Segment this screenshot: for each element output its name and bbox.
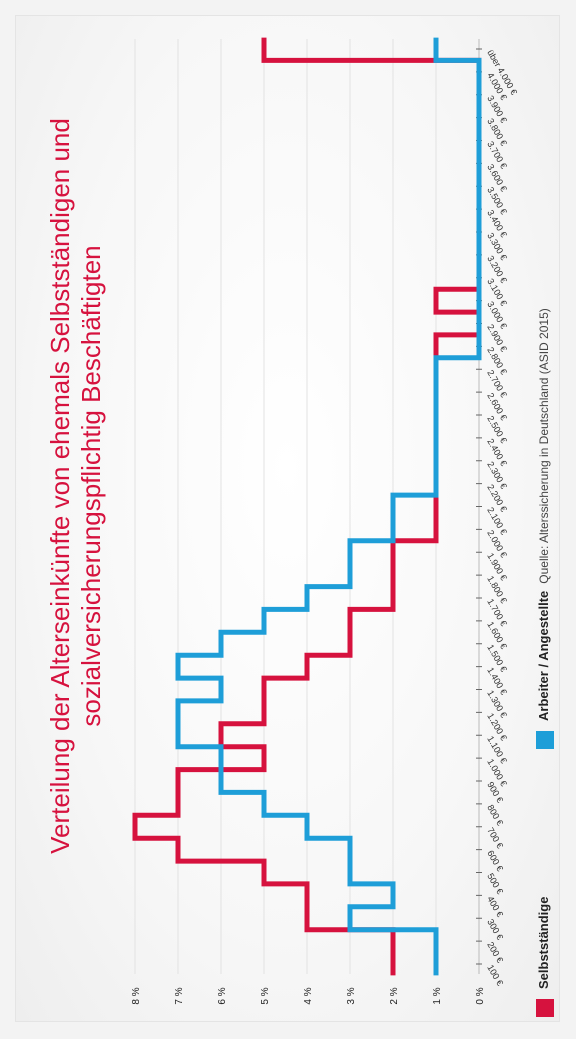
chart-title-line-2: sozialversicherungspflichtig Beschäftigt… (76, 245, 106, 726)
series-lines (132, 37, 482, 976)
x-tick-label: 200 € (485, 940, 505, 965)
y-axis-ticks: 0 % 1 % 2 % 3 % 4 % 5 % 6 % 7 % 8 % (131, 987, 486, 1004)
x-tick-label: 500 € (485, 872, 505, 897)
y-tick-label: 8 % (131, 987, 142, 1004)
x-tick-label: 700 € (485, 826, 505, 851)
y-tick-label: 3 % (346, 987, 357, 1004)
legend-label-arbeiter: Arbeiter / Angestellte (536, 591, 551, 721)
source-note-group: Quelle: Alterssicherung in Deutschland (… (537, 308, 551, 583)
y-tick-label: 0 % (475, 987, 486, 1004)
y-tick-label: 4 % (303, 987, 314, 1004)
grid-lines (134, 39, 480, 974)
chart-title-group: Verteilung der Alterseinkünfte von ehema… (45, 118, 106, 854)
source-note: Quelle: Alterssicherung in Deutschland (… (537, 308, 551, 583)
legend-swatch-arbeiter (536, 731, 554, 749)
line-chart: 0 % 1 % 2 % 3 % 4 % 5 % 6 % 7 % 8 % 100 €200 €30… (45, 37, 554, 1017)
legend-swatch-selbststaendige (536, 999, 554, 1017)
x-tick-label: 800 € (485, 803, 505, 828)
y-tick-label: 2 % (389, 987, 400, 1004)
series-line-arbeiter-angestellte (175, 37, 482, 976)
legend: Selbstständige Arbeiter / Angestellte (536, 591, 554, 1017)
x-tick-label: 400 € (485, 894, 505, 919)
chart-title-line-1: Verteilung der Alterseinkünfte von ehema… (45, 118, 75, 854)
y-tick-label: 5 % (260, 987, 271, 1004)
y-tick-label: 7 % (174, 987, 185, 1004)
chart-card: 0 % 1 % 2 % 3 % 4 % 5 % 6 % 7 % 8 % 100 €200 €30… (15, 15, 560, 1022)
x-tick-label: 600 € (485, 849, 505, 874)
y-tick-label: 6 % (217, 987, 228, 1004)
x-tick-label: 300 € (485, 917, 505, 942)
x-tick-label: 100 € (485, 963, 505, 988)
x-axis-ticks: 100 €200 €300 €400 €500 €600 €700 €800 €… (476, 48, 519, 988)
legend-label-selbststaendige: Selbstständige (536, 897, 551, 989)
y-tick-label: 1 % (432, 987, 443, 1004)
